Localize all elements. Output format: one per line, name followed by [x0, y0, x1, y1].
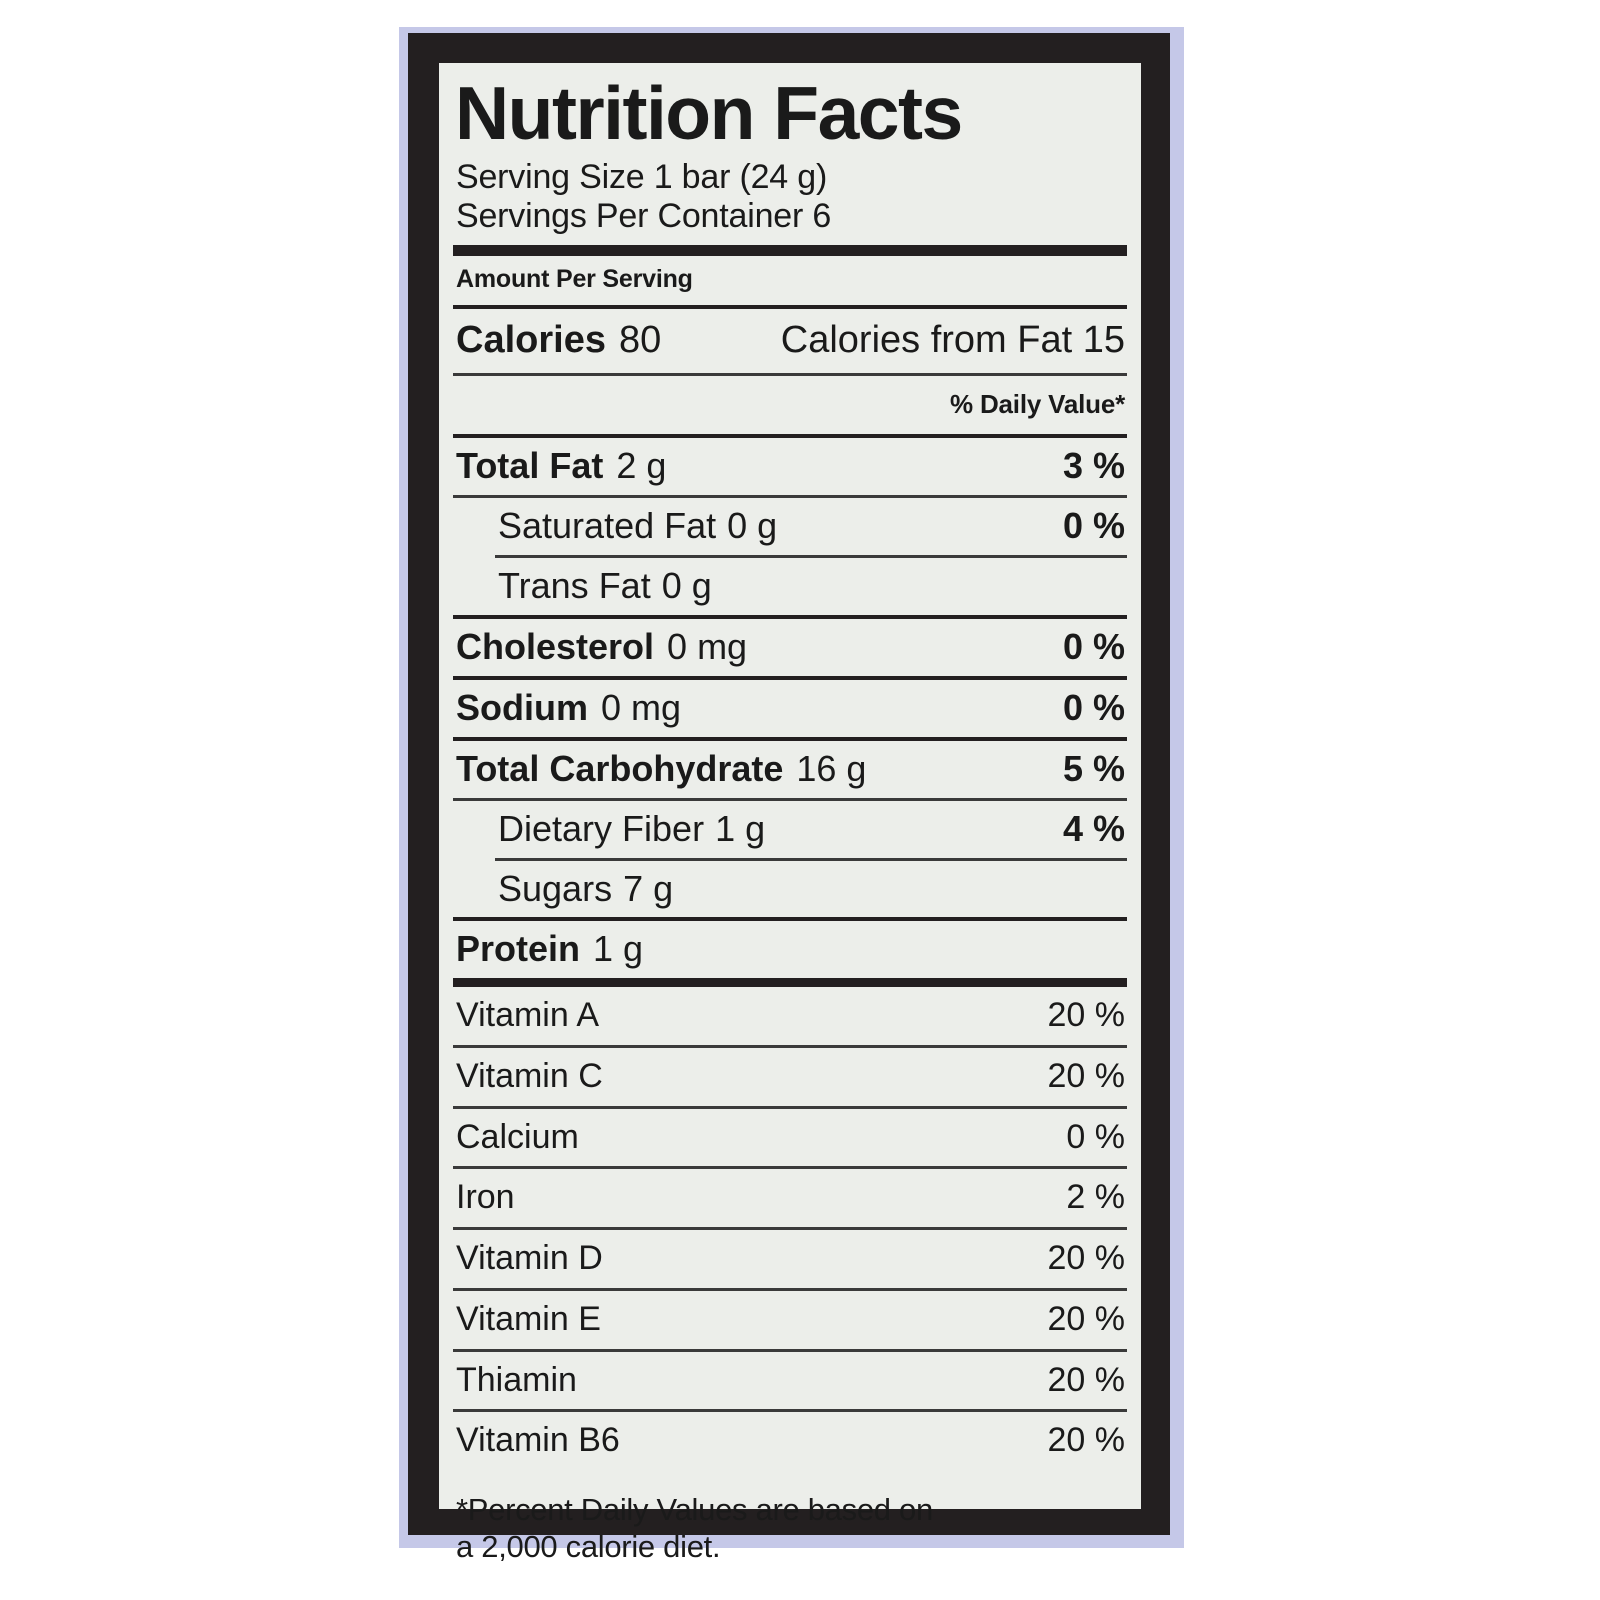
vitamin-row-thiamin: Thiamin 20 % — [453, 1352, 1127, 1410]
nutrient-row-total-carbohydrate: Total Carbohydrate 16 g 5 % — [453, 741, 1127, 798]
nutrient-name: Trans Fat — [498, 565, 651, 607]
nutrition-facts-panel-frame: Nutrition Facts Serving Size 1 bar (24 g… — [408, 33, 1170, 1564]
vitamin-daily-value: 20 % — [1047, 1421, 1126, 1460]
footnote-line-1: *Percent Daily Values are based on — [456, 1492, 933, 1528]
divider-above-daily-value — [453, 373, 1127, 377]
divider-row — [495, 857, 1127, 861]
nutrient-amount: 1 g — [593, 928, 644, 970]
nutrient-name: Saturated Fat — [498, 505, 717, 547]
vitamin-row-vitamin-b6: Vitamin B6 20 % — [453, 1412, 1127, 1470]
divider-thick-top — [453, 245, 1127, 257]
divider-row — [453, 917, 1127, 922]
nutrient-amount: 2 g — [616, 445, 667, 487]
vitamin-daily-value: 20 % — [1047, 1239, 1126, 1278]
vitamin-daily-value: 20 % — [1047, 1299, 1126, 1338]
amount-per-serving-header: Amount Per Serving — [456, 265, 693, 294]
nutrient-name: Sodium — [456, 686, 588, 728]
nutrient-name: Dietary Fiber — [498, 807, 705, 849]
divider-row — [453, 1105, 1127, 1109]
nutrient-name: Sugars — [498, 867, 613, 909]
divider-row — [453, 1287, 1127, 1291]
nutrient-name: Protein — [456, 928, 581, 970]
calories-value: 80 — [618, 319, 662, 362]
divider-above-vitamins — [453, 978, 1127, 988]
nutrient-amount: 16 g — [796, 747, 867, 789]
nutrient-row-sugars: Sugars 7 g — [453, 861, 1127, 918]
nutrient-row-trans-fat: Trans Fat 0 g — [453, 558, 1127, 615]
vitamin-daily-value: 2 % — [1066, 1178, 1125, 1217]
nutrient-row-sodium: Sodium 0 mg 0 % — [453, 680, 1127, 737]
calories-from-fat: Calories from Fat 15 — [780, 319, 1125, 362]
nutrient-amount: 0 g — [661, 565, 712, 607]
divider-above-total-fat — [453, 434, 1127, 439]
nutrient-daily-value: 4 % — [1062, 807, 1125, 849]
vitamin-name: Vitamin D — [456, 1239, 603, 1278]
vitamin-name: Vitamin E — [456, 1299, 601, 1338]
nutrient-row-total-fat: Total Fat 2 g 3 % — [453, 438, 1127, 495]
vitamin-row-calcium: Calcium 0 % — [453, 1109, 1127, 1167]
footnote-line-2: a 2,000 calorie diet. — [456, 1528, 721, 1564]
divider-row — [453, 1227, 1127, 1231]
vitamin-name: Vitamin A — [456, 996, 600, 1035]
calories-label: Calories — [456, 319, 606, 362]
vitamin-name: Vitamin C — [456, 1057, 603, 1095]
vitamin-daily-value: 20 % — [1047, 996, 1126, 1035]
nutrient-row-cholesterol: Cholesterol 0 mg 0 % — [453, 619, 1127, 676]
divider-row — [453, 797, 1127, 801]
nutrient-amount: 1 g — [715, 807, 766, 849]
vitamin-daily-value: 20 % — [1047, 1360, 1126, 1399]
divider-row — [453, 1409, 1127, 1413]
vitamin-row-vitamin-d: Vitamin D 20 % — [453, 1230, 1127, 1288]
vitamin-row-iron: Iron 2 % — [453, 1169, 1127, 1227]
serving-size-text: Serving Size 1 bar (24 g) — [456, 157, 828, 196]
nutrient-name: Total Fat — [456, 445, 604, 487]
nutrient-daily-value: 3 % — [1062, 445, 1125, 487]
nutrition-facts-panel: Nutrition Facts Serving Size 1 bar (24 g… — [439, 63, 1141, 1564]
nutrient-amount: 0 g — [727, 505, 778, 547]
nutrient-row-dietary-fiber: Dietary Fiber 1 g 4 % — [453, 801, 1127, 858]
divider-row — [453, 1045, 1127, 1048]
divider-row — [453, 675, 1127, 680]
vitamin-row-vitamin-a: Vitamin A 20 % — [453, 987, 1127, 1045]
divider-row — [453, 615, 1127, 620]
divider-row — [495, 555, 1127, 559]
nutrient-name: Total Carbohydrate — [456, 747, 784, 789]
vitamin-daily-value: 0 % — [1066, 1117, 1125, 1156]
vitamin-name: Iron — [456, 1178, 515, 1217]
daily-value-header: % Daily Value* — [950, 389, 1125, 420]
nutrient-amount: 0 mg — [667, 626, 748, 668]
vitamin-name: Vitamin B6 — [456, 1421, 620, 1460]
divider-row — [453, 1348, 1127, 1352]
nutrient-daily-value: 0 % — [1062, 505, 1125, 547]
divider-row — [453, 1166, 1127, 1170]
vitamin-name: Thiamin — [456, 1360, 577, 1399]
vitamin-row-vitamin-e: Vitamin E 20 % — [453, 1291, 1127, 1349]
nutrient-name: Cholesterol — [456, 626, 655, 668]
nutrient-daily-value: 0 % — [1062, 686, 1125, 728]
divider-row — [453, 495, 1127, 499]
vitamin-row-vitamin-c: Vitamin C 20 % — [453, 1048, 1127, 1106]
page-title: Nutrition Facts — [455, 71, 963, 155]
nutrient-daily-value: 5 % — [1062, 747, 1125, 789]
nutrient-amount: 7 g — [623, 867, 674, 909]
nutrient-row-protein: Protein 1 g — [453, 921, 1127, 978]
nutrient-daily-value: 0 % — [1062, 626, 1125, 668]
vitamin-name: Calcium — [456, 1117, 579, 1156]
calories-row: Calories 80 Calories from Fat 15 — [453, 309, 1127, 373]
vitamin-daily-value: 20 % — [1047, 1057, 1126, 1095]
divider-above-calories — [453, 305, 1127, 310]
nutrient-amount: 0 mg — [601, 686, 682, 728]
divider-row — [453, 736, 1127, 741]
servings-per-container-text: Servings Per Container 6 — [456, 196, 832, 235]
daily-value-footnote: *Percent Daily Values are based on a 2,0… — [453, 1470, 1127, 1565]
nutrient-row-saturated-fat: Saturated Fat 0 g 0 % — [453, 498, 1127, 555]
